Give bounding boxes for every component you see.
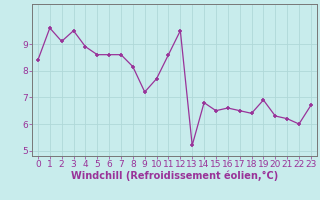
X-axis label: Windchill (Refroidissement éolien,°C): Windchill (Refroidissement éolien,°C) (71, 171, 278, 181)
